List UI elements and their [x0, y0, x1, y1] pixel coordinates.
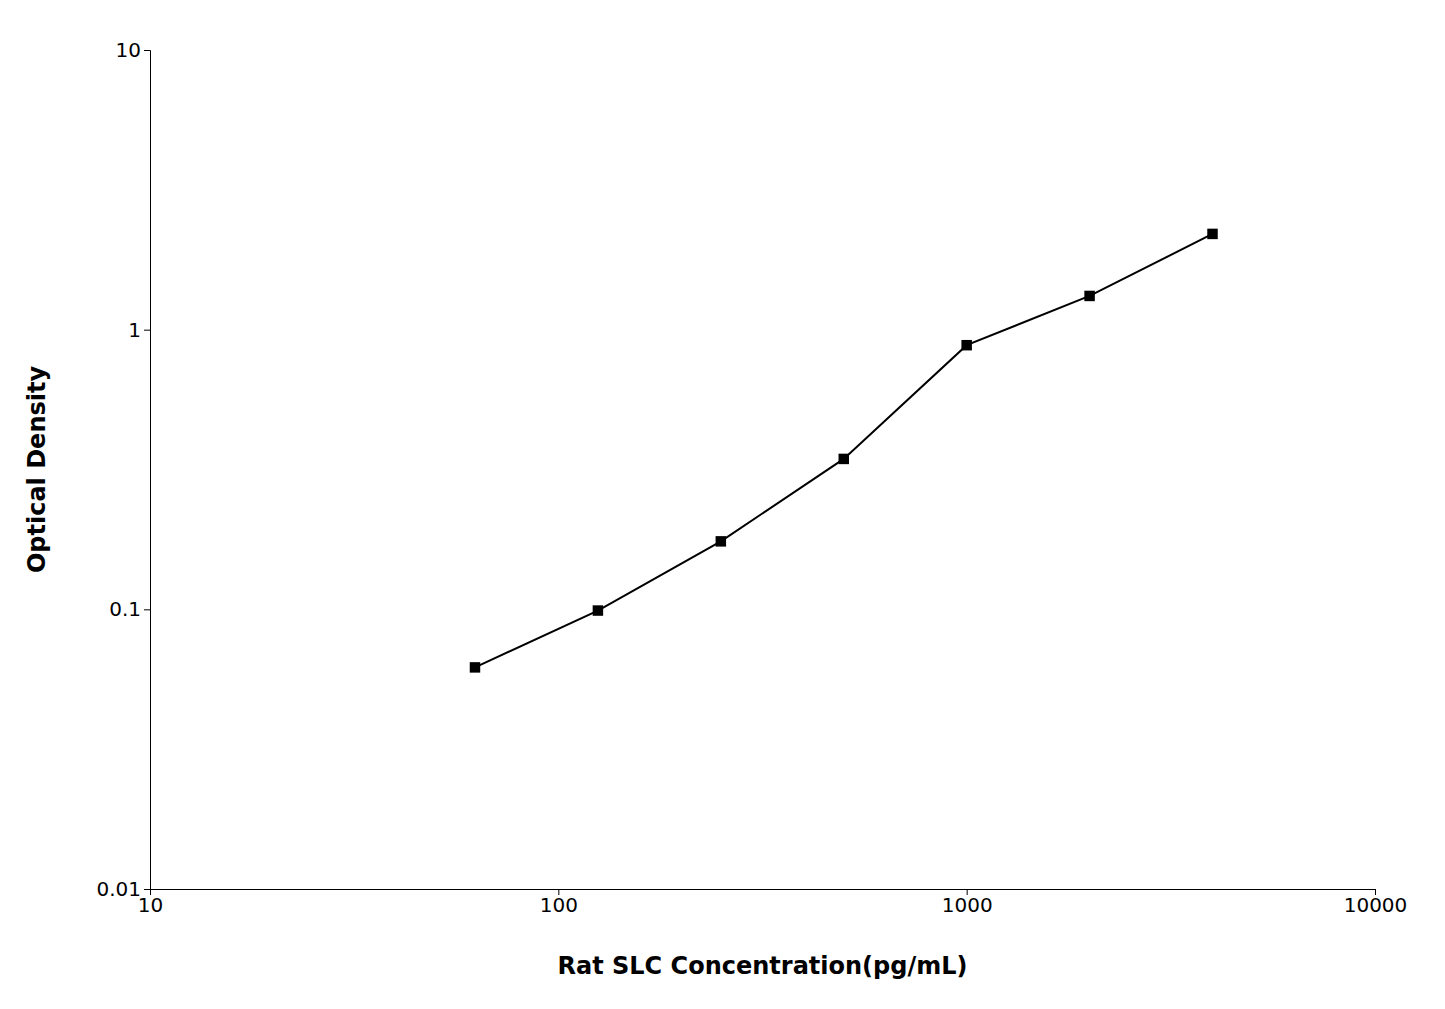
data — [470, 229, 1218, 673]
tick: 10 — [116, 38, 150, 62]
tick-mark — [144, 330, 150, 331]
tick-label: 10 — [138, 893, 163, 917]
line — [475, 234, 1213, 667]
axis-line — [151, 890, 1376, 896]
tick-label: 0.01 — [96, 877, 141, 901]
tick-label: 1000 — [942, 893, 993, 917]
tick-mark — [144, 889, 150, 890]
tick: 1000 — [942, 889, 993, 917]
marker — [593, 605, 603, 615]
tick-label: 0.1 — [109, 597, 141, 621]
marker — [961, 340, 971, 350]
tick-mark — [144, 50, 150, 51]
tick: 1 — [128, 318, 150, 342]
chart: 10 100 1000 10000 0.01 0.1 1 10 Rat SLC Concentr… — [0, 0, 1445, 1009]
marker — [716, 536, 726, 546]
marker — [839, 454, 849, 464]
tick: 0.01 — [96, 877, 150, 901]
y-axis: 0.01 0.1 1 10 — [96, 38, 150, 901]
marker — [470, 662, 480, 672]
tick: 0.1 — [109, 597, 150, 621]
tick-mark — [144, 609, 150, 610]
y-axis-title: Optical Density — [23, 366, 51, 574]
marker — [1207, 229, 1217, 239]
tick: 10 — [138, 889, 163, 917]
tick: 100 — [540, 889, 578, 917]
tick-label: 10 — [116, 38, 141, 62]
tick: 10000 — [1344, 889, 1408, 917]
axis-line — [144, 51, 151, 890]
x-axis: 10 100 1000 10000 — [138, 889, 1408, 917]
marker — [1084, 291, 1094, 301]
tick-label: 10000 — [1344, 893, 1408, 917]
tick-label: 100 — [540, 893, 578, 917]
plot: 10 100 1000 10000 0.01 0.1 1 10 — [96, 38, 1407, 917]
tick-label: 1 — [128, 318, 141, 342]
x-axis-title: Rat SLC Concentration(pg/mL) — [558, 952, 968, 980]
